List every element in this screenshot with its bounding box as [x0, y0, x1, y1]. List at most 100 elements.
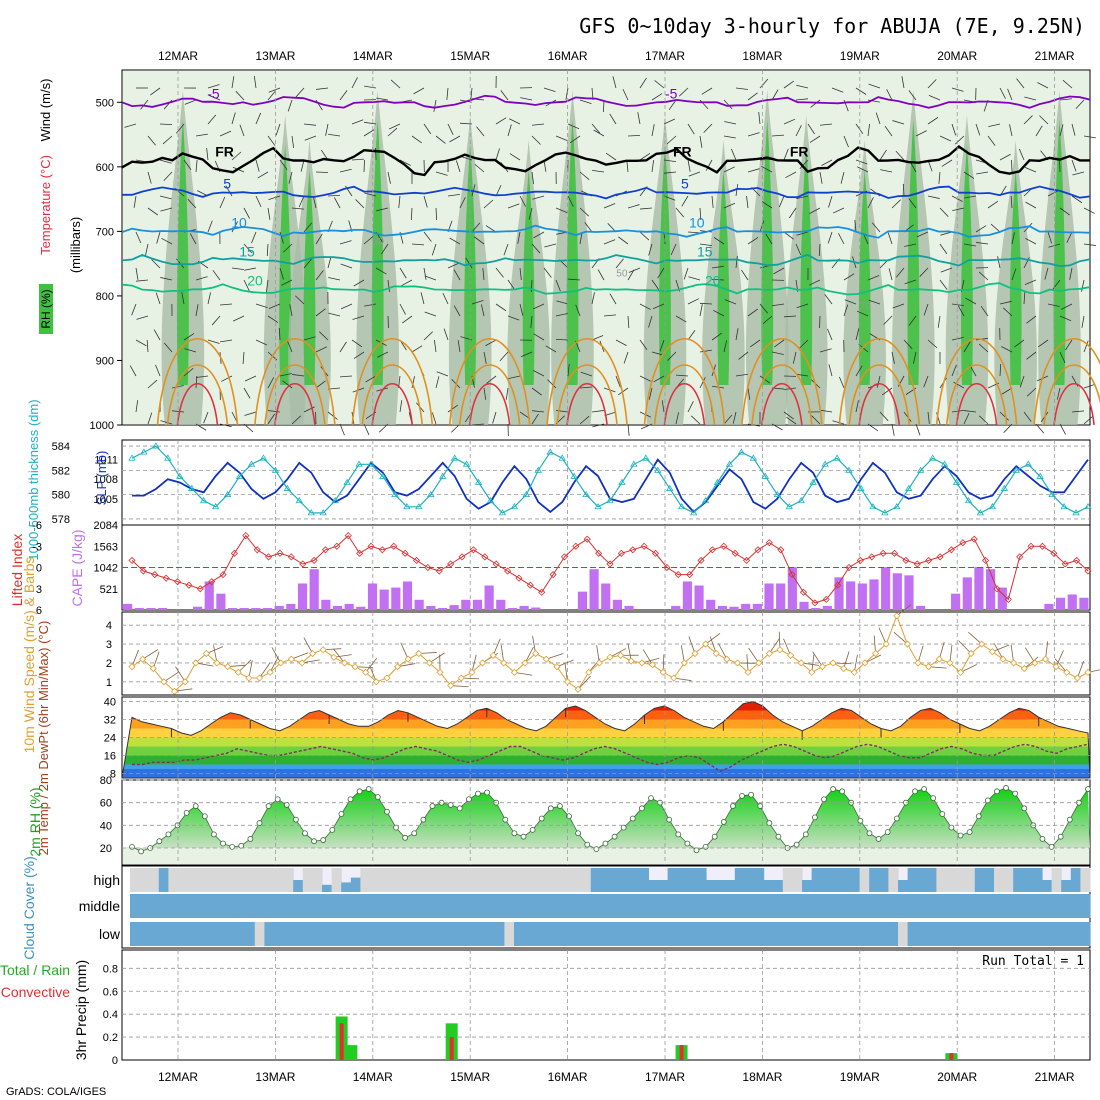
wind-barb [795, 125, 802, 137]
wind-barb [711, 278, 725, 281]
wind-barb [1039, 115, 1049, 125]
cape-bar [426, 605, 436, 610]
cloud-cell-low [917, 922, 928, 946]
wind-barb [287, 99, 293, 112]
isotherm-label: 15 [239, 243, 255, 259]
cloud-cell-high [590, 868, 601, 892]
wind-barb [365, 657, 378, 673]
cloud-cell-middle [533, 894, 544, 918]
rh-point [156, 838, 163, 845]
wind-barb [495, 184, 502, 197]
temperature-band [122, 755, 1090, 765]
wind-speed-point [404, 655, 412, 663]
cloud-cell-low [658, 922, 669, 946]
rh-saturated-core [717, 170, 730, 385]
wind-speed-point [298, 659, 306, 667]
wind-barb [713, 237, 725, 245]
lifted-index-point [925, 556, 933, 564]
wind-speed-point [563, 678, 572, 686]
wind-speed-point [1084, 668, 1092, 676]
wind-barb [615, 339, 627, 347]
wind-barb [152, 651, 160, 669]
wind-barb [183, 333, 195, 341]
wind-barb [1026, 387, 1037, 397]
wind-barb [618, 236, 629, 245]
thickness-point [199, 496, 208, 504]
warm-isotherm [351, 337, 434, 426]
cloud-gap-high [965, 868, 976, 892]
wind-barb [687, 159, 691, 172]
warm-isotherm [751, 364, 813, 426]
y-tick-label: 700 [96, 226, 114, 238]
date-label-bottom: 18MAR [742, 1070, 782, 1084]
rh-line [131, 787, 1089, 852]
wind-barb [1025, 238, 1037, 245]
rh-point [821, 796, 827, 803]
rh-saturated-core [1053, 120, 1066, 385]
cloud-cell-low [312, 922, 323, 946]
cloud-cell-middle [254, 894, 265, 918]
wind-barb [1059, 315, 1072, 322]
cloud-cell-high [1013, 868, 1024, 892]
wind-barb [447, 404, 458, 413]
thickness-point [928, 454, 937, 461]
wind-barb [653, 375, 665, 383]
wind-speed-point [925, 663, 933, 671]
wind-barb [723, 135, 736, 139]
wind-speed-point [500, 659, 508, 667]
wind-barb [603, 99, 605, 113]
wind-barb [730, 148, 737, 161]
wind-barb [937, 315, 941, 328]
wind-barb [868, 83, 881, 89]
thickness-point [677, 503, 686, 510]
wind-barb [759, 78, 769, 89]
wind-barb [912, 351, 917, 364]
wind-barb [723, 340, 728, 353]
temp-tick-label: 8 [110, 769, 116, 781]
wind-barb [447, 193, 460, 197]
wind-barb [519, 267, 522, 280]
wind-barb [896, 604, 912, 617]
lifted-index-point [799, 588, 808, 596]
wind-barb [1037, 82, 1049, 89]
wind-barb [294, 295, 305, 305]
wind-barb [150, 87, 161, 96]
thickness-point [1060, 503, 1068, 510]
thickness-point [534, 466, 543, 473]
cloud-cell-high [658, 880, 669, 892]
wind-barb [993, 643, 1004, 660]
isotherm-label: FR [673, 143, 692, 159]
wind-barb [159, 123, 173, 126]
cloud-cell-high [341, 882, 352, 892]
cape-bar [706, 599, 716, 610]
wind-barb [820, 409, 833, 413]
cloud-gap-high [216, 868, 227, 892]
wind-speed-point [160, 678, 168, 686]
wind-speed-point [670, 674, 678, 682]
wind-barb [267, 413, 275, 425]
wind-barb [196, 375, 209, 378]
thickness-point [666, 484, 674, 491]
wind-barb [364, 85, 377, 89]
wind-barb [919, 267, 929, 277]
wind-barb [975, 123, 981, 136]
wind-barb [796, 373, 809, 377]
cloud-gap-high [1051, 868, 1062, 892]
wind-barb [499, 351, 509, 362]
cloud-cell-high [667, 868, 678, 892]
cloud-cell-low [792, 922, 803, 946]
lifted-index-point [663, 563, 671, 572]
cloud-cell-low [408, 922, 419, 946]
date-label-top: 20MAR [937, 49, 977, 63]
wind-barb [175, 666, 186, 683]
thickness-point [1048, 490, 1056, 498]
wind-barb [855, 328, 860, 341]
wind-barb [1026, 351, 1037, 360]
wind-barb [639, 375, 651, 382]
wind-barb [1083, 207, 1095, 214]
date-label-bottom: 19MAR [840, 1070, 880, 1084]
wind-barb [812, 651, 823, 667]
wind-barb [819, 348, 832, 353]
cloud-cell-high [686, 868, 697, 892]
warm-isotherm [741, 337, 823, 426]
